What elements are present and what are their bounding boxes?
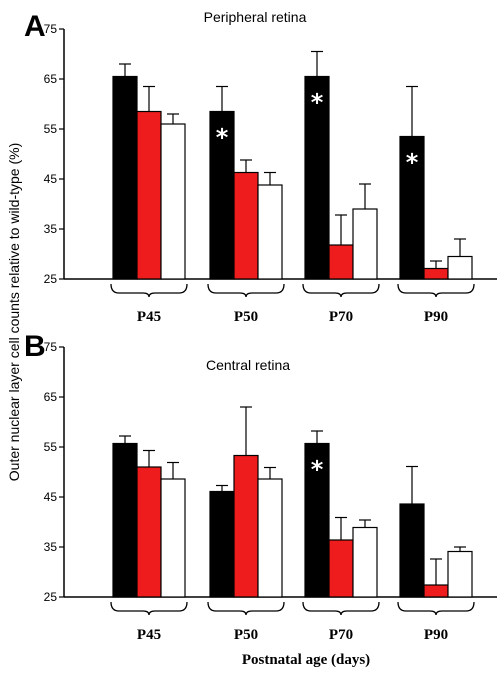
group-bracket <box>207 283 285 298</box>
bar-p70-s2 <box>328 244 354 280</box>
bar-p45-s2 <box>136 466 162 598</box>
bar-p45-s1 <box>112 442 138 598</box>
y-tick-label: 35 <box>44 222 58 236</box>
category-label-p45: P45 <box>137 627 161 643</box>
bar-p90-s3 <box>447 255 473 280</box>
bar-p70-s3 <box>352 526 378 598</box>
bar-p50-s3 <box>257 478 283 598</box>
group-bracket <box>397 283 475 298</box>
bar-p90-s2 <box>423 267 449 280</box>
y-tick-label: 35 <box>44 540 58 554</box>
category-label-p90: P90 <box>424 627 448 643</box>
group-bracket <box>302 601 380 616</box>
bar-p50-s2 <box>233 454 259 598</box>
y-tick-label: 55 <box>44 440 58 454</box>
significance-asterisk: * <box>311 456 324 484</box>
panel-a-plot: 25 35 45 55 65 75 P45 * P50 * P70 * P90 <box>44 22 497 325</box>
significance-asterisk: * <box>216 124 229 152</box>
y-axis-label: Outer nuclear layer cell counts relative… <box>6 143 22 481</box>
bar-p50-s3 <box>257 184 283 280</box>
y-tick-label: 45 <box>44 490 58 504</box>
significance-asterisk: * <box>311 89 324 117</box>
y-tick-label: 75 <box>44 22 58 36</box>
bar-p90-s3 <box>447 550 473 598</box>
panel-a-letter: A <box>24 10 46 43</box>
group-bracket <box>110 601 188 616</box>
bar-p45-s3 <box>160 478 186 598</box>
group-bracket <box>110 283 188 298</box>
x-axis-label: Postnatal age (days) <box>242 652 370 668</box>
bar-p90-s1 <box>399 135 425 280</box>
y-tick-label: 75 <box>44 340 58 354</box>
bar-p70-s2 <box>328 539 354 598</box>
panel-a-title: Peripheral retina <box>204 9 307 25</box>
y-tick-label: 25 <box>44 272 58 286</box>
category-label-p90: P90 <box>424 309 448 325</box>
group-bracket <box>207 601 285 616</box>
bar-p45-s3 <box>160 123 186 280</box>
bar-p90-s1 <box>399 503 425 598</box>
category-label-p70: P70 <box>329 627 353 643</box>
y-tick-label: 65 <box>44 390 58 404</box>
bar-p90-s2 <box>423 584 449 598</box>
bar-p45-s2 <box>136 110 162 280</box>
bar-p50-s2 <box>233 171 259 280</box>
y-tick-label: 25 <box>44 590 58 604</box>
significance-asterisk: * <box>406 149 419 177</box>
bar-p70-s1 <box>304 442 330 598</box>
y-tick-label: 45 <box>44 172 58 186</box>
category-label-p50: P50 <box>234 627 258 643</box>
panel-b-title: Central retina <box>206 357 290 373</box>
category-label-p50: P50 <box>234 309 258 325</box>
bar-p50-s1 <box>209 110 235 280</box>
bar-p50-s1 <box>209 490 235 598</box>
bar-p45-s1 <box>112 75 138 280</box>
group-bracket <box>302 283 380 298</box>
category-label-p70: P70 <box>329 309 353 325</box>
group-bracket <box>397 601 475 616</box>
y-tick-label: 65 <box>44 72 58 86</box>
y-tick-label: 55 <box>44 122 58 136</box>
bar-p70-s3 <box>352 208 378 280</box>
category-label-p45: P45 <box>137 309 161 325</box>
panel-b-plot: 25 35 45 55 65 75 P45 P50 * P70 P90 <box>44 340 497 643</box>
panel-b-letter: B <box>24 330 46 363</box>
bar-p70-s1 <box>304 75 330 280</box>
